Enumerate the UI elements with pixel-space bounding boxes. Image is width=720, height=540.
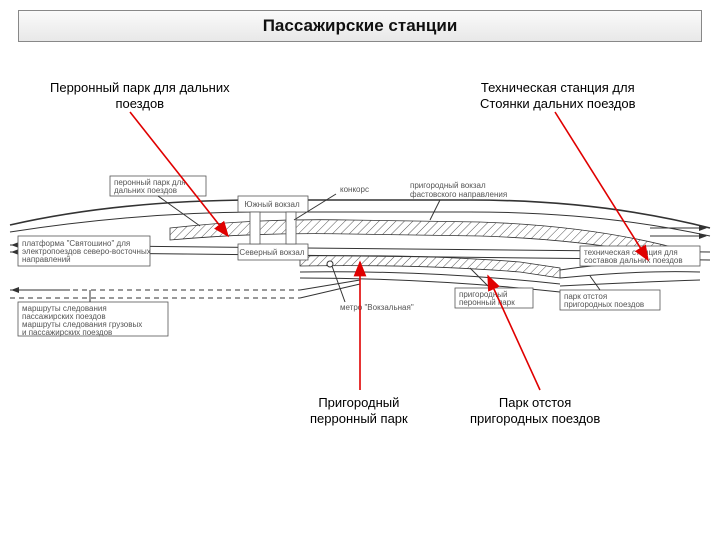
label-tech-2: составов дальних поездов bbox=[584, 256, 683, 265]
label-prig-fast-1: пригородный вокзал bbox=[410, 181, 486, 190]
callout-bot-left: Пригородный перронный парк bbox=[310, 395, 408, 428]
label-metro: метро "Вокзальная" bbox=[340, 303, 414, 312]
label-routes-4: и пассажирских поездов bbox=[22, 328, 112, 337]
callout-top-left: Перронный парк для дальних поездов bbox=[50, 80, 230, 113]
page-title: Пассажирские станции bbox=[18, 10, 702, 42]
label-park-otst-2: пригородных поездов bbox=[564, 300, 644, 309]
label-platform-3: направлений bbox=[22, 255, 71, 264]
label-prig-park-2: перонный парк bbox=[459, 298, 515, 307]
label-north-station: Северный вокзал bbox=[239, 248, 304, 257]
label-south-station: Южный вокзал bbox=[244, 200, 300, 209]
page-title-text: Пассажирские станции bbox=[263, 16, 458, 36]
station-diagram: Южный вокзал Северный вокзал конкорс при… bbox=[0, 150, 720, 350]
callout-top-right: Техническая станция для Стоянки дальних … bbox=[480, 80, 636, 113]
label-per-park-2: дальних поездов bbox=[114, 186, 177, 195]
label-prig-fast-2: фастовского направления bbox=[410, 190, 507, 199]
label-konkors: конкорс bbox=[340, 185, 369, 194]
callout-bot-right: Парк отстоя пригородных поездов bbox=[470, 395, 600, 428]
